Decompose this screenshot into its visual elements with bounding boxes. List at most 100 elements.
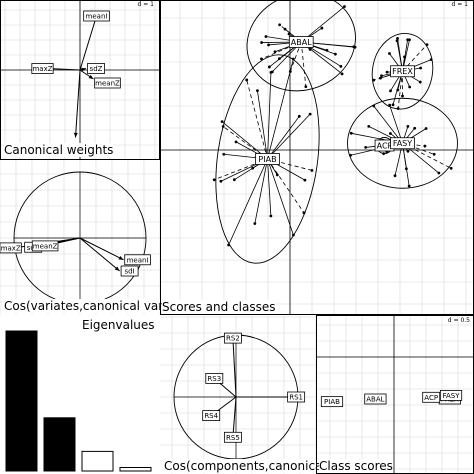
component-label-RS3: RS3 xyxy=(207,375,221,383)
scores-classes-scale: d = 1 xyxy=(451,1,468,8)
score-point xyxy=(232,178,236,182)
score-point xyxy=(234,140,238,144)
score-point xyxy=(432,152,436,156)
score-point xyxy=(380,74,383,78)
score-point xyxy=(245,78,249,82)
score-spoke xyxy=(373,105,403,144)
score-point xyxy=(277,57,281,61)
arrow-head xyxy=(88,74,94,79)
component-label-RS1-box xyxy=(287,391,306,403)
score-point xyxy=(291,57,295,61)
variate-label-maxZ: maxZ xyxy=(1,244,21,252)
score-spoke xyxy=(228,158,268,246)
component-label-RS4: RS4 xyxy=(204,412,218,420)
score-point xyxy=(349,131,353,135)
score-point xyxy=(297,114,301,118)
score-point xyxy=(269,214,273,218)
score-point xyxy=(396,107,400,110)
arrow-head xyxy=(114,266,120,271)
arrow-head xyxy=(73,132,78,138)
class-ellipse-FREX xyxy=(371,33,434,110)
arrow-line xyxy=(232,396,237,438)
panel-frame xyxy=(0,0,160,160)
class-label-PIAB: PIAB xyxy=(258,155,276,164)
canonical-weights-plot: meanI maxZ sdZ meanZ xyxy=(0,0,160,161)
score-point xyxy=(220,120,224,124)
canonical-weights-title: Canonical weights xyxy=(4,143,114,157)
variate-label-maxZ-box xyxy=(0,242,22,254)
component-label-RS5: RS5 xyxy=(226,434,240,442)
score-point xyxy=(449,166,453,170)
score-point xyxy=(404,167,408,171)
class-label-FREX: FREX xyxy=(392,67,413,76)
cos-variates-title: Cos(variates,canonical variates) xyxy=(4,299,197,313)
score-point xyxy=(222,152,226,156)
score-point xyxy=(212,178,216,182)
score-spoke xyxy=(389,105,403,144)
weight-label-maxZ: maxZ xyxy=(32,65,52,73)
class-label-FREX-box xyxy=(390,65,415,78)
score-spoke xyxy=(402,44,428,72)
eigenvalue-bar xyxy=(81,450,114,472)
cos-components-plot: RS1 RS2 RS3 RS4 RS5 xyxy=(160,315,317,474)
score-point xyxy=(389,132,392,135)
score-point xyxy=(406,38,410,42)
class-score-label-PIAB-box xyxy=(320,396,344,408)
score-point xyxy=(340,72,344,76)
score-spoke xyxy=(267,158,305,214)
score-point xyxy=(406,149,410,153)
score-point xyxy=(343,5,346,8)
class-label-FASY: FASY xyxy=(393,139,412,148)
arrow-head xyxy=(118,255,124,260)
score-point xyxy=(424,127,428,130)
score-point xyxy=(388,103,392,107)
class-ellipse-FASY xyxy=(347,97,458,189)
class-label-PIAB-box xyxy=(255,153,280,165)
component-label-RS2-box xyxy=(223,332,242,344)
score-point xyxy=(320,26,324,30)
score-spoke xyxy=(267,158,294,236)
class-label-ABAL-box xyxy=(288,36,314,48)
score-point xyxy=(287,32,291,36)
arrow-line xyxy=(232,338,237,398)
score-point xyxy=(418,80,422,84)
score-point xyxy=(393,174,397,178)
score-point xyxy=(382,152,386,156)
score-point xyxy=(425,43,429,46)
score-spoke xyxy=(267,116,300,160)
score-point xyxy=(423,144,427,148)
score-spoke xyxy=(402,142,435,155)
score-point xyxy=(389,89,392,93)
score-point xyxy=(308,112,312,116)
variate-label-meanZ-box xyxy=(31,240,59,252)
score-point xyxy=(408,85,412,89)
class-ellipse-ABAL xyxy=(246,0,356,92)
score-point xyxy=(269,70,273,74)
score-point xyxy=(260,41,264,44)
eigenvalues-plot xyxy=(5,330,152,472)
variate-label-meanZ: meanZ xyxy=(33,242,58,250)
class-score-label-FASY: FASY xyxy=(443,392,461,400)
score-point xyxy=(339,64,343,68)
score-point xyxy=(227,243,231,247)
score-point xyxy=(385,70,389,74)
component-label-RS3-box xyxy=(205,373,224,384)
score-point xyxy=(291,233,295,237)
weight-label-sdZ: sdZ xyxy=(90,65,103,73)
score-point xyxy=(413,126,417,130)
variate-label-meanI: meanI xyxy=(127,256,149,264)
arrow-line xyxy=(79,15,97,71)
arrow-line xyxy=(79,237,124,261)
score-point xyxy=(385,150,389,154)
score-point xyxy=(391,103,395,107)
class-scores-title: Class scores xyxy=(319,459,393,473)
panel-scores-classes: ABAL FREX ACP FASY PIAB d = 1 Scores and cla… xyxy=(160,0,474,315)
component-label-RS1: RS1 xyxy=(289,394,303,402)
score-point xyxy=(253,222,257,225)
eigenvalue-bar xyxy=(5,330,38,472)
panel-cos-variates: maxZsdZmeanZmeanIsdI Cos(variates,canoni… xyxy=(0,160,197,315)
cos-variates-plot: maxZsdZmeanZmeanIsdI xyxy=(0,160,161,315)
class-label-ABAL: ABAL xyxy=(291,38,312,47)
